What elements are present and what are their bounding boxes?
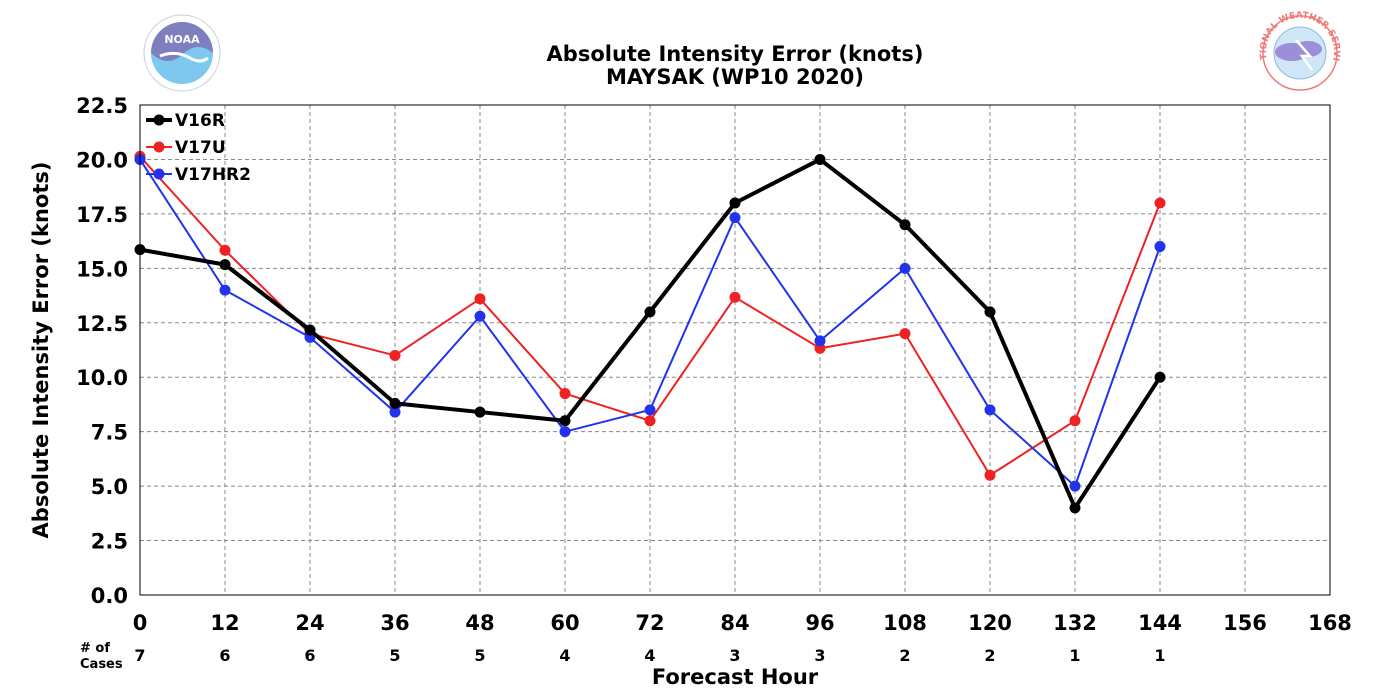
case-count: 5 <box>389 646 400 665</box>
legend-item-v17u: V17U <box>146 138 226 158</box>
case-count: 2 <box>899 646 910 665</box>
x-axis-label: Forecast Hour <box>652 665 819 689</box>
chart-subtitle: MAYSAK (WP10 2020) <box>606 65 864 89</box>
x-tick-label: 108 <box>883 611 927 635</box>
legend-label: V16R <box>175 111 225 131</box>
data-point <box>219 259 231 271</box>
data-point <box>219 244 231 256</box>
data-point <box>474 406 486 418</box>
plot-frame <box>139 104 1331 596</box>
x-tick-label: 36 <box>380 611 409 635</box>
data-point <box>1154 197 1166 209</box>
y-tick-label: 10.0 <box>76 366 128 390</box>
x-tick-label: 60 <box>550 611 579 635</box>
legend-swatch-marker <box>153 168 165 180</box>
series-layer <box>134 150 1166 514</box>
y-tick-label: 20.0 <box>76 148 128 172</box>
case-count: 1 <box>1154 646 1165 665</box>
case-count: 3 <box>814 646 825 665</box>
data-point <box>474 310 486 322</box>
legend-item-v16r: V16R <box>146 111 225 131</box>
case-count: 6 <box>219 646 230 665</box>
legend: V16R V17U V17HR2 <box>146 111 251 185</box>
legend-item-v17hr2: V17HR2 <box>146 165 251 185</box>
series-v16r <box>134 153 1166 514</box>
y-axis-label: Absolute Intensity Error (knots) <box>29 162 53 539</box>
y-tick-label: 17.5 <box>76 203 128 227</box>
x-tick-label: 144 <box>1138 611 1182 635</box>
data-point <box>559 388 571 400</box>
case-count: 4 <box>559 646 570 665</box>
data-point <box>474 293 486 305</box>
data-point <box>644 306 656 318</box>
x-tick-label: 0 <box>133 611 148 635</box>
data-point <box>644 415 656 427</box>
data-point <box>389 406 401 418</box>
data-point <box>729 197 741 209</box>
x-tick-label: 168 <box>1308 611 1352 635</box>
noaa-logo: NOAA <box>143 14 221 92</box>
noaa-logo-text: NOAA <box>164 33 200 46</box>
data-point <box>389 397 401 409</box>
data-point <box>814 153 826 165</box>
data-point <box>729 212 741 224</box>
data-point <box>984 469 996 481</box>
legend-swatch-marker <box>153 114 165 126</box>
legend-label: V17U <box>175 138 226 158</box>
data-point <box>389 349 401 361</box>
y-tick-label: 22.5 <box>76 94 128 118</box>
case-count: 1 <box>1069 646 1080 665</box>
data-point <box>1069 415 1081 427</box>
data-point <box>814 335 826 347</box>
x-tick-label: 84 <box>720 611 749 635</box>
case-count: 6 <box>304 646 315 665</box>
grid <box>140 105 1330 595</box>
y-tick-label: 0.0 <box>91 584 128 608</box>
chart-title: Absolute Intensity Error (knots) <box>547 42 924 66</box>
y-tick-label: 7.5 <box>91 421 128 445</box>
case-count: 3 <box>729 646 740 665</box>
y-tick-label: 5.0 <box>91 475 128 499</box>
x-tick-labels: 0 12 24 36 48 60 72 84 96 108 120 132 144 156 168 <box>133 611 1352 635</box>
data-point <box>1069 480 1081 492</box>
data-point <box>1154 241 1166 253</box>
y-tick-label: 2.5 <box>91 530 128 554</box>
case-count: 4 <box>644 646 655 665</box>
case-count: 2 <box>984 646 995 665</box>
data-point <box>1069 502 1081 514</box>
data-point <box>984 306 996 318</box>
x-tick-label: 120 <box>968 611 1012 635</box>
cases-row: 7 6 6 5 5 4 4 3 3 2 2 1 1 <box>134 646 1165 665</box>
data-point <box>304 324 316 336</box>
case-count: 5 <box>474 646 485 665</box>
data-point <box>644 404 656 416</box>
data-point <box>984 404 996 416</box>
x-tick-label: 12 <box>210 611 239 635</box>
x-tick-label: 24 <box>295 611 324 635</box>
x-tick-label: 96 <box>805 611 834 635</box>
data-point <box>559 426 571 438</box>
x-tick-label: 156 <box>1223 611 1267 635</box>
data-point <box>899 262 911 274</box>
data-point <box>559 415 571 427</box>
y-tick-label: 15.0 <box>76 257 128 281</box>
x-tick-label: 72 <box>635 611 664 635</box>
legend-swatch-marker <box>153 141 165 153</box>
data-point <box>729 291 741 303</box>
data-point <box>1154 371 1166 383</box>
cases-label-line1: # of <box>80 641 110 656</box>
cases-label-line2: Cases <box>80 657 123 672</box>
legend-label: V17HR2 <box>175 165 251 185</box>
y-tick-labels: 0.0 2.5 5.0 7.5 10.0 12.5 15.0 17.5 20.0 22.5 <box>76 94 128 608</box>
x-tick-label: 132 <box>1053 611 1097 635</box>
data-point <box>899 328 911 340</box>
data-point <box>219 284 231 296</box>
data-point <box>899 219 911 231</box>
x-tick-label: 48 <box>465 611 494 635</box>
case-count: 7 <box>134 646 145 665</box>
series-v17hr2 <box>134 153 1166 492</box>
y-tick-label: 12.5 <box>76 312 128 336</box>
